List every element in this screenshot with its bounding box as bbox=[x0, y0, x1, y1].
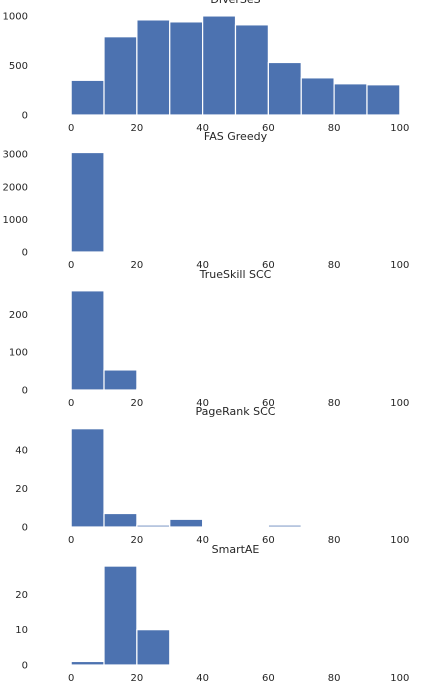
histogram-bar bbox=[267, 61, 302, 116]
x-tick-label: 0 bbox=[68, 535, 74, 546]
histogram-bar bbox=[136, 388, 171, 391]
x-tick-label: 40 bbox=[196, 535, 209, 546]
y-tick-label: 20 bbox=[15, 590, 28, 601]
histogram-bar bbox=[70, 660, 105, 666]
histogram-bar bbox=[300, 77, 335, 116]
histogram-bar bbox=[234, 24, 269, 116]
x-tick-label: 60 bbox=[262, 535, 275, 546]
x-tick-label: 0 bbox=[68, 673, 74, 684]
x-tick-label: 20 bbox=[131, 398, 144, 409]
histogram-bar bbox=[70, 290, 105, 391]
x-tick-label: 0 bbox=[68, 398, 74, 409]
y-tick-label: 10 bbox=[15, 625, 28, 636]
x-tick-label: 40 bbox=[196, 398, 209, 409]
x-tick-label: 60 bbox=[262, 123, 275, 134]
y-tick-label: 0 bbox=[22, 248, 28, 259]
y-tick-label: 20 bbox=[15, 484, 28, 495]
histogram-panel-3: PageRank SCC 0 20 40 60 80 100 0 20 40 bbox=[15, 405, 409, 546]
histogram-panel-2: TrueSkill SCC 0 20 40 60 80 100 0 100 200 bbox=[9, 268, 409, 409]
x-tick-label: 60 bbox=[262, 260, 275, 271]
panel-title: DiVerSeS bbox=[210, 0, 260, 6]
histogram-bar bbox=[333, 83, 368, 116]
histogram-bar bbox=[267, 524, 302, 528]
x-tick-label: 80 bbox=[328, 535, 341, 546]
panel-title: PageRank SCC bbox=[196, 405, 276, 418]
histogram-bar bbox=[136, 524, 171, 528]
x-tick-label: 40 bbox=[196, 260, 209, 271]
panel-title: SmartAE bbox=[212, 543, 260, 556]
histogram-bar bbox=[103, 565, 138, 666]
histogram-bar bbox=[70, 151, 105, 253]
x-tick-label: 100 bbox=[390, 535, 409, 546]
y-tick-label: 3000 bbox=[3, 150, 28, 161]
y-tick-label: 2000 bbox=[3, 182, 28, 193]
x-tick-label: 0 bbox=[68, 123, 74, 134]
x-tick-label: 80 bbox=[328, 673, 341, 684]
histogram-bar bbox=[70, 79, 105, 116]
y-tick-label: 0 bbox=[22, 523, 28, 534]
x-tick-label: 0 bbox=[68, 260, 74, 271]
y-tick-label: 0 bbox=[22, 661, 28, 672]
histogram-panel-4: SmartAE 0 20 40 60 80 100 0 10 20 bbox=[15, 543, 409, 684]
x-tick-label: 60 bbox=[262, 398, 275, 409]
histogram-bar bbox=[103, 36, 138, 116]
x-tick-label: 100 bbox=[390, 398, 409, 409]
histogram-bar bbox=[366, 84, 401, 116]
panel-title: FAS Greedy bbox=[204, 130, 268, 143]
x-tick-label: 20 bbox=[131, 535, 144, 546]
x-tick-label: 80 bbox=[328, 260, 341, 271]
x-tick-label: 40 bbox=[196, 673, 209, 684]
y-tick-label: 1000 bbox=[3, 215, 28, 226]
histogram-bar bbox=[169, 21, 204, 116]
y-tick-label: 0 bbox=[22, 386, 28, 397]
x-tick-label: 20 bbox=[131, 260, 144, 271]
x-tick-label: 20 bbox=[131, 123, 144, 134]
histogram-bar bbox=[136, 19, 171, 116]
x-tick-label: 80 bbox=[328, 398, 341, 409]
panel-title: TrueSkill SCC bbox=[199, 268, 272, 281]
histogram-bar bbox=[136, 629, 171, 666]
y-tick-label: 100 bbox=[9, 348, 28, 359]
x-tick-label: 100 bbox=[390, 673, 409, 684]
x-tick-label: 80 bbox=[328, 123, 341, 134]
x-tick-label: 20 bbox=[131, 673, 144, 684]
y-tick-label: 40 bbox=[15, 445, 28, 456]
x-tick-label: 100 bbox=[390, 260, 409, 271]
histogram-bar bbox=[169, 518, 204, 528]
histogram-bar bbox=[103, 512, 138, 528]
x-tick-label: 40 bbox=[196, 123, 209, 134]
histogram-panel-0: DiVerSeS02040608010005001000 bbox=[3, 0, 410, 134]
y-tick-label: 200 bbox=[9, 310, 28, 321]
x-tick-label: 100 bbox=[390, 123, 409, 134]
histogram-bar bbox=[202, 15, 237, 116]
y-tick-label: 0 bbox=[22, 111, 28, 122]
histogram-bar bbox=[70, 428, 105, 528]
y-tick-label: 1000 bbox=[3, 11, 28, 22]
y-tick-label: 500 bbox=[9, 61, 28, 72]
histogram-bar bbox=[103, 369, 138, 391]
x-tick-label: 60 bbox=[262, 673, 275, 684]
